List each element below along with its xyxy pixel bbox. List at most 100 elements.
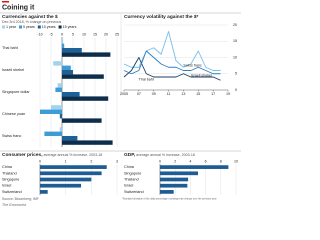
category-label: Israeli shekel (2, 68, 24, 72)
bar (53, 61, 62, 66)
bar (40, 190, 48, 194)
legend-label: 5 years (23, 25, 35, 29)
bar (62, 74, 104, 79)
chart-subtitle: average annual % increase, 2003-18 (136, 153, 195, 157)
category-label: Singapore (124, 171, 141, 175)
bar (62, 96, 109, 101)
legend-label: 1 year (6, 25, 17, 29)
bar (59, 127, 62, 132)
bar (51, 105, 62, 110)
bar (62, 118, 102, 123)
category-label: Israel (124, 184, 133, 188)
chart-title: Consumer prices,average annual % increas… (2, 152, 102, 158)
x-tick-label: 13 (181, 92, 185, 96)
page: Coining it Source: Bloomberg; IMF *Stand… (0, 0, 241, 209)
bar (55, 87, 62, 92)
bar (40, 109, 62, 114)
line (123, 50, 221, 75)
legend-swatch (2, 25, 5, 29)
x-tick-label: 0 (159, 159, 161, 163)
bar (62, 70, 73, 75)
legend-swatch (37, 25, 41, 29)
chart-title: GDP,average annual % increase, 2003-18 (124, 152, 195, 158)
y-tick-label: 5 (235, 72, 237, 76)
x-tick-label: 6 (205, 159, 207, 163)
category-label: China (124, 165, 135, 169)
x-tick-label: -5 (49, 32, 52, 36)
x-tick-label: 5 (72, 32, 74, 36)
series-label: Israeli shekel (191, 73, 212, 77)
bar (62, 52, 111, 57)
chart-title: Currency volatility against the $* (124, 14, 199, 20)
bar (160, 165, 229, 169)
bar (40, 177, 92, 182)
category-label: Singapore dollar (2, 90, 30, 94)
legend-label: 15 years (63, 25, 77, 29)
x-tick-label: 10 (82, 32, 86, 36)
category-label: Thailand (124, 178, 139, 182)
x-tick-label: 0 (61, 32, 63, 36)
x-tick-label: 10 (234, 159, 238, 163)
bar (160, 183, 188, 188)
x-tick-label: 25 (115, 32, 119, 36)
x-tick-label: 07 (137, 92, 141, 96)
bar (62, 48, 82, 53)
x-tick-label: 19 (226, 92, 230, 96)
x-tick-label: 15 (196, 92, 200, 96)
y-tick-label: 20 (233, 23, 237, 27)
legend-swatch (58, 25, 62, 29)
y-tick-label: 10 (233, 55, 237, 59)
category-label: Switzerland (2, 190, 22, 194)
category-label: China (2, 165, 13, 169)
bar (40, 165, 107, 169)
chart-title: GDP, (124, 152, 136, 158)
category-label: Thailand (2, 171, 17, 175)
background (0, 0, 241, 209)
chart-subtitle: average annual % increase, 2003-18 (44, 153, 103, 157)
x-tick-label: 17 (211, 92, 215, 96)
x-tick-label: 1 (65, 159, 67, 163)
x-tick-label: -10 (37, 32, 42, 36)
y-tick-label: 15 (233, 39, 237, 43)
x-tick-label: 09 (152, 92, 156, 96)
chart-title: Consumer prices, (2, 152, 43, 158)
source: Source: Bloomberg; IMF (2, 197, 39, 201)
bar (62, 136, 78, 141)
legend-label: 10 years (42, 25, 56, 29)
page-title: Coining it (2, 4, 35, 11)
bar (62, 43, 65, 48)
x-tick-label: 20 (104, 32, 108, 36)
footnote: *Standard deviation of the daily percent… (122, 198, 217, 201)
bar (40, 183, 82, 188)
x-tick-label: 4 (189, 159, 191, 163)
bar (59, 114, 62, 119)
x-tick-label: 11 (167, 92, 171, 96)
chart-title: Currency volatility against the $* (124, 14, 199, 20)
category-label: Thai baht (2, 46, 19, 50)
x-tick-label: 2 (90, 159, 92, 163)
category-label: Israel (2, 184, 11, 188)
legend-swatch (19, 25, 22, 29)
category-label: Singapore (2, 178, 19, 182)
bar (57, 83, 62, 88)
chart-subtitle: Dec 3rd 2018, % change on previous (2, 20, 61, 24)
chart-title: Currencies against the $ (2, 14, 58, 20)
category-label: Switzerland (124, 190, 144, 194)
brand-tag (2, 1, 9, 3)
category-label: Chinese yuan (2, 112, 25, 116)
y-tick-label: 0 (235, 88, 237, 92)
x-tick-label: 8 (220, 159, 222, 163)
bar (62, 65, 71, 70)
x-tick-label: 0 (39, 159, 41, 163)
bar (160, 171, 198, 176)
x-tick-label: 2005 (120, 92, 128, 96)
bar (160, 190, 174, 194)
series-label: Swiss franc (183, 64, 202, 68)
bar (44, 131, 62, 136)
bar (62, 92, 80, 97)
category-label: Swiss franc (2, 134, 22, 138)
brand: The Economist (2, 203, 27, 207)
line (123, 31, 221, 71)
x-tick-label: 15 (93, 32, 97, 36)
bar (160, 177, 189, 182)
